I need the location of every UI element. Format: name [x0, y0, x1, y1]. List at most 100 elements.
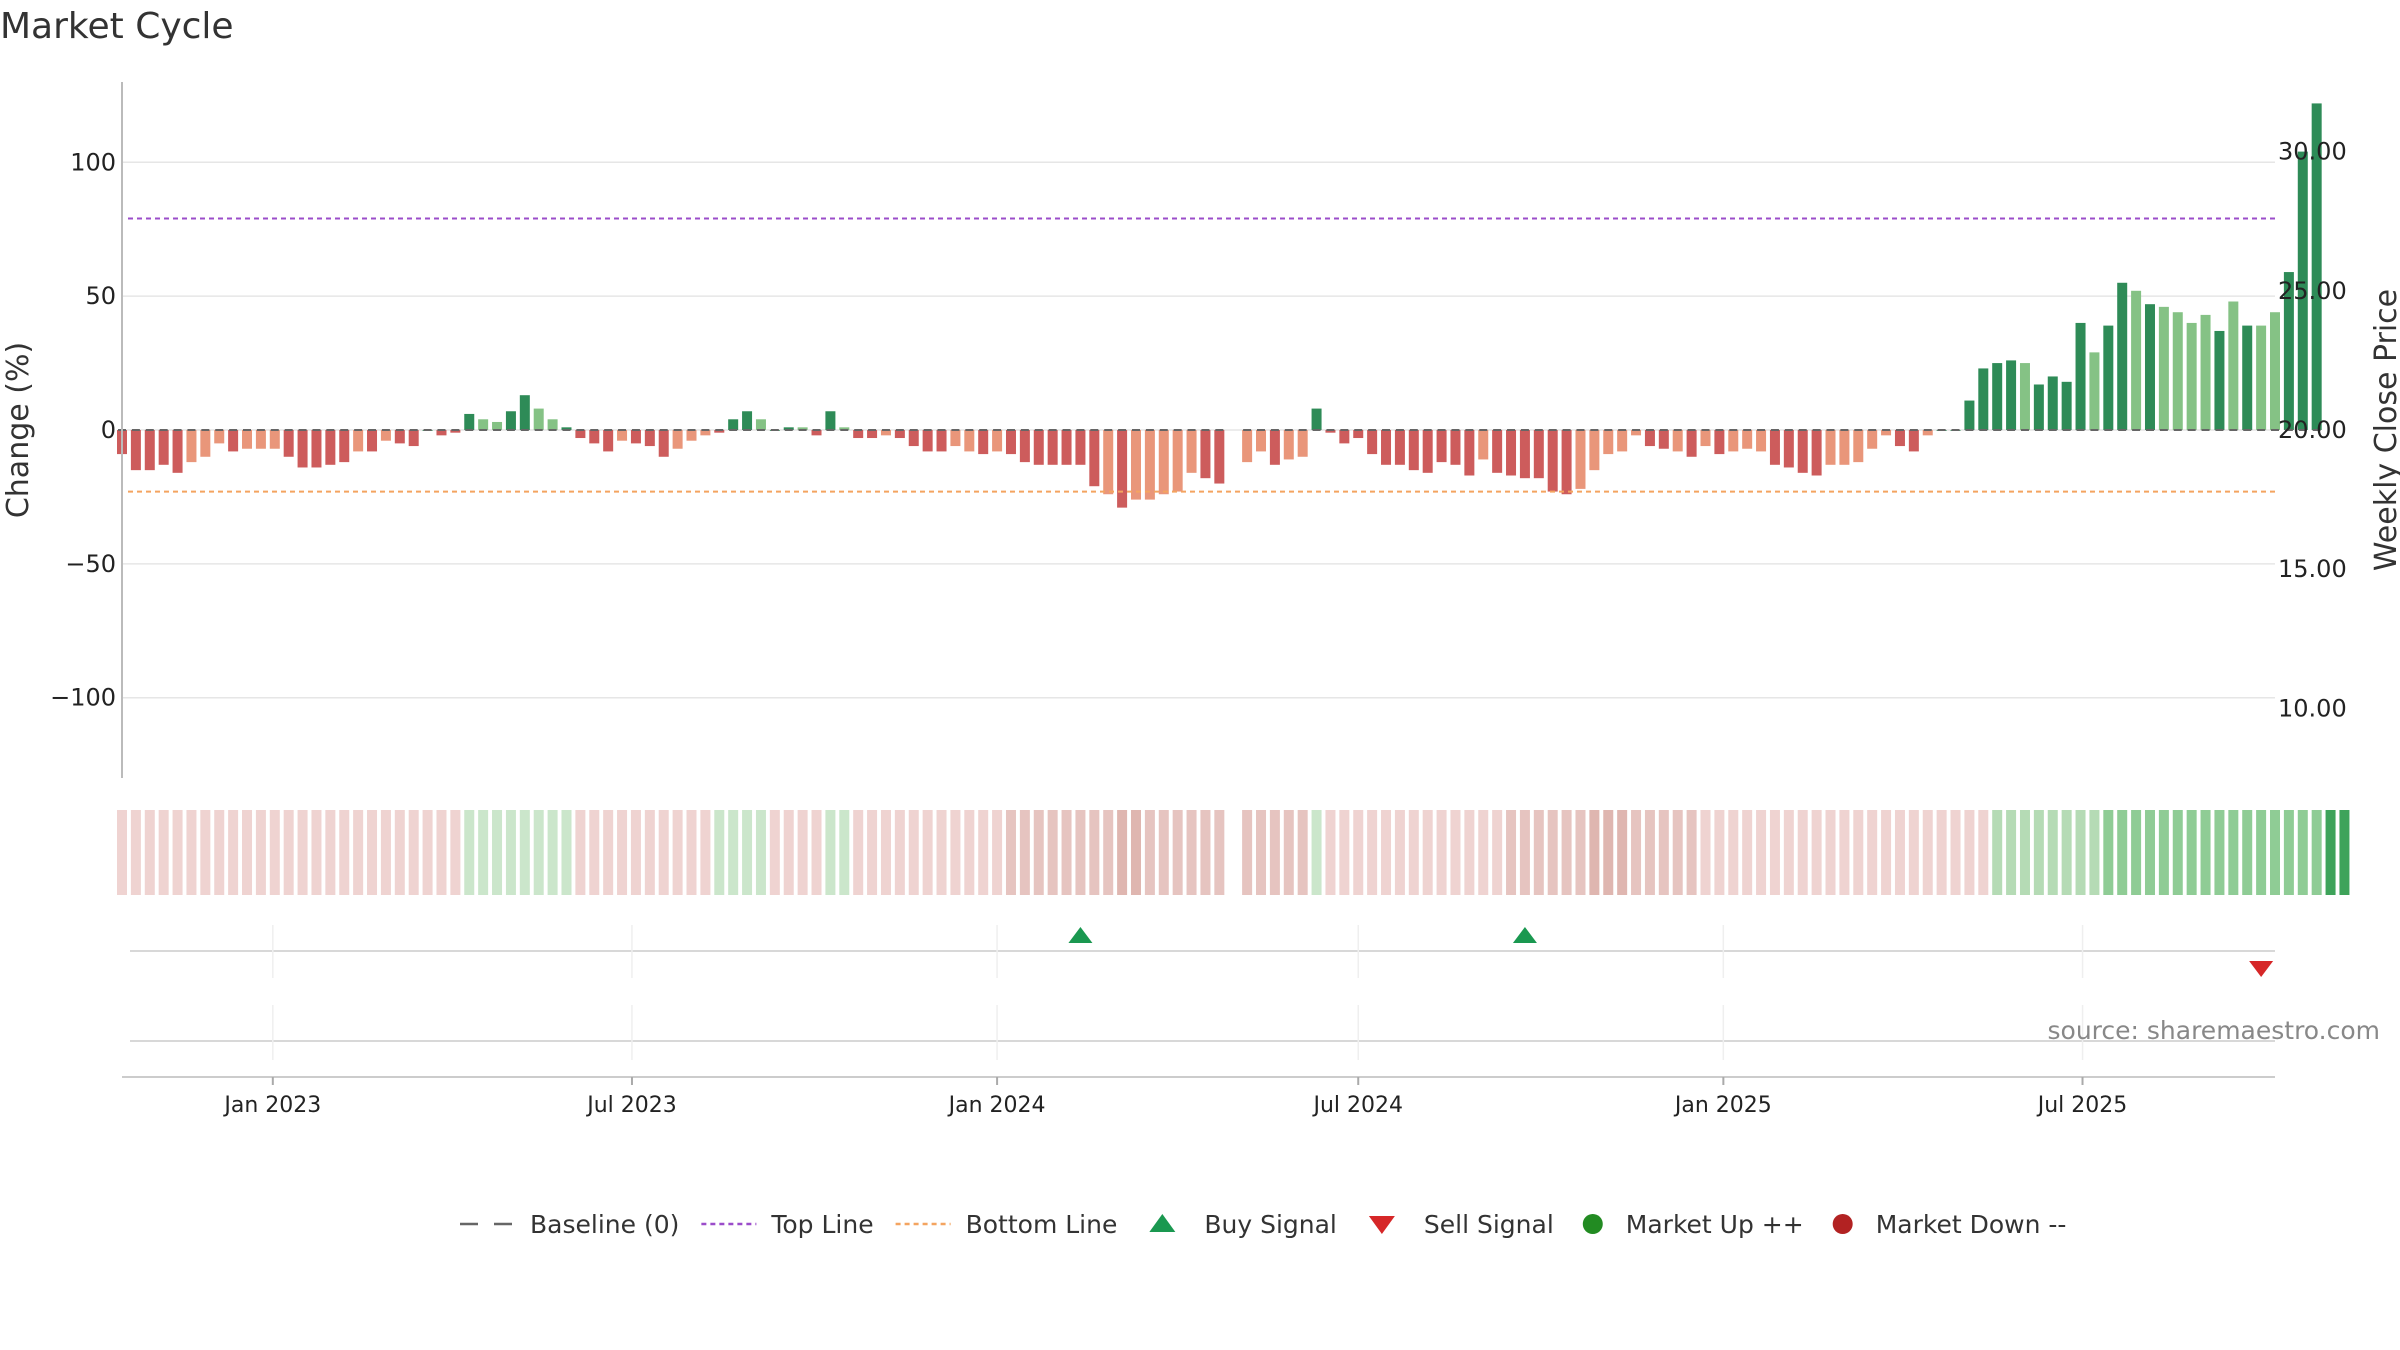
bar	[547, 419, 558, 430]
band-cell	[575, 810, 586, 895]
bar	[186, 430, 197, 463]
bar	[894, 430, 905, 439]
y-tick-label: −50	[65, 550, 116, 578]
legend-label: Market Up ++	[1626, 1210, 1804, 1239]
bar	[450, 430, 461, 433]
reference-lines	[128, 217, 2275, 493]
bar	[561, 427, 572, 430]
bar	[978, 430, 989, 455]
y2-tick-label: 20.00	[2278, 416, 2347, 444]
bar	[1575, 430, 1586, 489]
legend-item-top: Top Line	[701, 1210, 874, 1239]
band-cell	[158, 810, 169, 895]
bar	[2061, 381, 2072, 430]
band-cell	[1478, 810, 1489, 895]
bar	[1367, 430, 1378, 455]
band-cell	[783, 810, 794, 895]
band-cell	[1825, 810, 1836, 895]
bar	[1672, 430, 1683, 452]
band-cell	[297, 810, 308, 895]
band-cell	[325, 810, 336, 895]
band-cell	[630, 810, 641, 895]
band-cell	[880, 810, 891, 895]
bar	[1825, 430, 1836, 465]
band-cell	[2033, 810, 2044, 895]
y2-tick-label: 10.00	[2278, 694, 2347, 722]
band-cell	[811, 810, 822, 895]
bar	[964, 430, 975, 452]
sell-signal-marker	[2249, 961, 2274, 977]
band-cell	[1908, 810, 1919, 895]
bar	[325, 430, 336, 465]
band-cell	[1797, 810, 1808, 895]
band-cell	[116, 810, 128, 895]
band-cell	[478, 810, 489, 895]
bar	[1756, 430, 1767, 452]
bar	[1700, 430, 1711, 447]
bar	[1019, 430, 1030, 463]
legend-down-icon	[1832, 1214, 1853, 1234]
bar	[1089, 430, 1100, 487]
bar	[1922, 430, 1933, 436]
band-cell	[1658, 810, 1669, 895]
band-cell	[1381, 810, 1392, 895]
y2-ticks: 10.00 15.00 20.00 25.00 30.00	[2278, 138, 2347, 723]
bar	[1144, 430, 1155, 500]
band-cell	[1672, 810, 1683, 895]
band-cell	[1561, 810, 1572, 895]
band-cell	[1686, 810, 1697, 895]
band-cell	[936, 810, 947, 895]
bar	[297, 430, 308, 468]
y-axis-label: Change (%)	[1, 342, 36, 518]
bar	[367, 430, 378, 452]
source-note: source: sharemaestro.com	[2048, 1016, 2381, 1045]
bar	[339, 430, 350, 463]
legend-up-icon	[1582, 1214, 1603, 1234]
x-tick-label: Jul 2025	[2036, 1093, 2128, 1118]
band-cell	[1922, 810, 1933, 895]
band-cell	[561, 810, 572, 895]
band-cell	[714, 810, 725, 895]
band-cell	[2186, 810, 2197, 895]
bar	[880, 430, 891, 436]
bar	[533, 408, 544, 430]
band-cell	[1422, 810, 1433, 895]
legend-item-up: Market Up ++	[1582, 1210, 1804, 1239]
band-cell	[1769, 810, 1780, 895]
band-cell	[1408, 810, 1419, 895]
band-cell	[1269, 810, 1280, 895]
band-cell	[1811, 810, 1822, 895]
bar	[1381, 430, 1392, 465]
band-cell	[728, 810, 739, 895]
bar	[1908, 430, 1919, 452]
band-cell	[311, 810, 322, 895]
band-cell	[242, 810, 253, 895]
bar	[1311, 408, 1322, 430]
band-cell	[1603, 810, 1614, 895]
band-cell	[283, 810, 294, 895]
band-cell	[755, 810, 766, 895]
bar	[1075, 430, 1086, 465]
band-cell	[908, 810, 919, 895]
band-cell	[1867, 810, 1878, 895]
band-cell	[1158, 810, 1169, 895]
band-cell	[922, 810, 933, 895]
bar	[728, 419, 739, 430]
band-cell	[1547, 810, 1558, 895]
bar	[130, 430, 141, 471]
band-cell	[367, 810, 378, 895]
band-cell	[1492, 810, 1503, 895]
bar	[2075, 322, 2086, 430]
band-cell	[644, 810, 655, 895]
band-cell	[617, 810, 628, 895]
band-cell	[1047, 810, 1058, 895]
band-cell	[408, 810, 419, 895]
bar	[2214, 330, 2225, 430]
bar	[2228, 301, 2239, 430]
band-cell	[1464, 810, 1475, 895]
bar	[2256, 325, 2267, 430]
band-cell	[1700, 810, 1711, 895]
band-cell	[172, 810, 183, 895]
legend-item-buy: Buy Signal	[1149, 1210, 1337, 1239]
band-cell	[2019, 810, 2030, 895]
